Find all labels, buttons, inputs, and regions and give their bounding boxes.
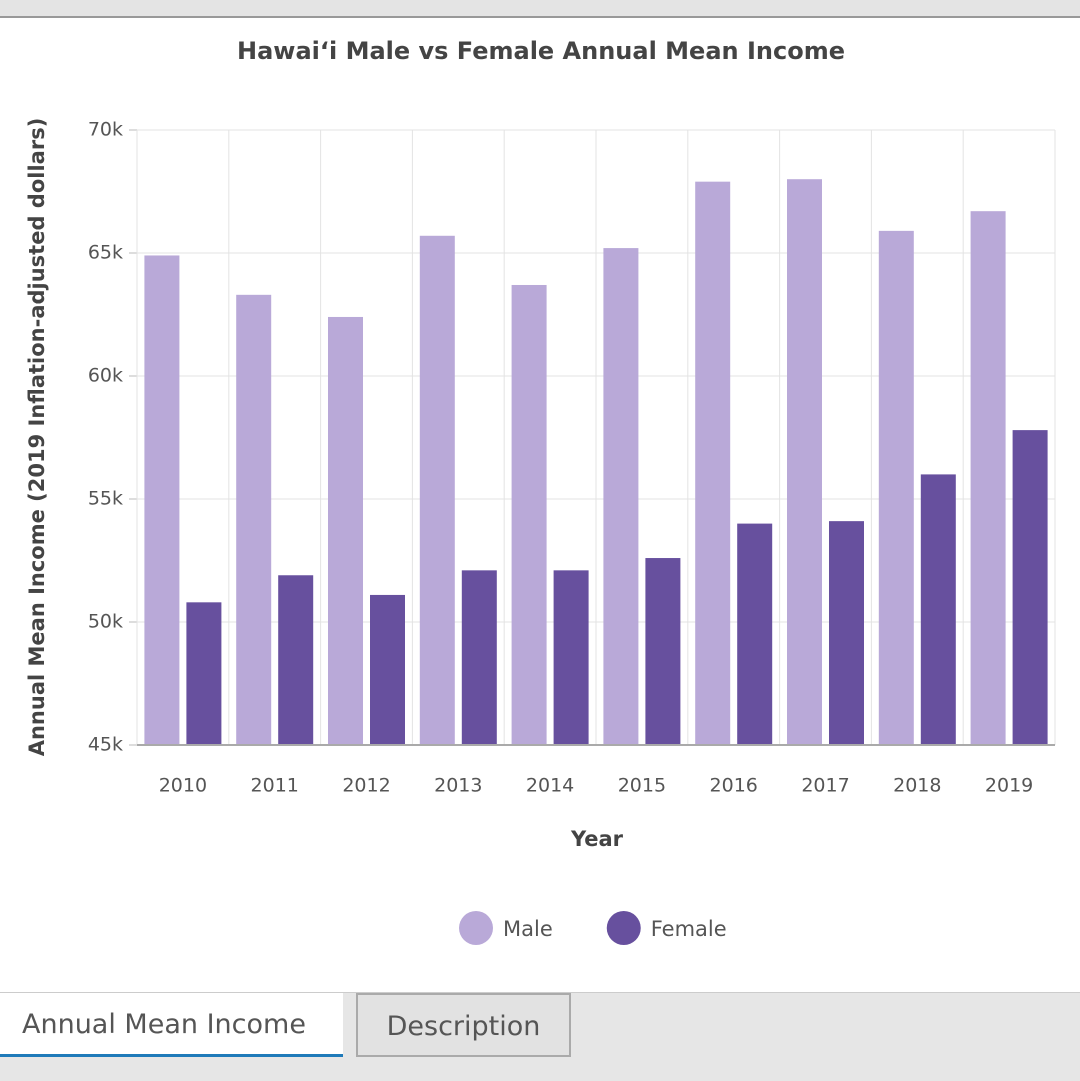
- x-tick-label: 2016: [710, 775, 758, 797]
- bar: [970, 211, 1006, 745]
- bar: [236, 294, 272, 745]
- bar: [603, 248, 639, 745]
- tab-bar: Annual Mean Income Description: [0, 992, 1080, 1081]
- bar: [144, 255, 180, 745]
- bar: [878, 230, 914, 746]
- x-tick-label: 2017: [801, 775, 849, 797]
- bar: [370, 594, 405, 745]
- legend-swatch: [459, 911, 493, 945]
- bar: [278, 575, 314, 745]
- bar: [461, 570, 497, 745]
- tab[interactable]: Description: [356, 993, 571, 1057]
- bar: [511, 284, 547, 745]
- bar: [787, 179, 822, 745]
- bar: [920, 474, 956, 745]
- x-tick-label: 2015: [618, 775, 666, 797]
- tab[interactable]: Annual Mean Income: [0, 993, 343, 1057]
- bar: [1012, 430, 1048, 745]
- bar: [553, 570, 589, 745]
- x-tick-label: 2018: [893, 775, 941, 797]
- y-tick-label: 65k: [88, 242, 123, 264]
- legend-label: Female: [651, 917, 727, 941]
- top-bar: [0, 0, 1080, 18]
- bar: [328, 316, 363, 745]
- x-tick-label: 2014: [526, 775, 574, 797]
- y-tick-label: 45k: [88, 734, 123, 756]
- chart-title: Hawaiʻi Male vs Female Annual Mean Incom…: [237, 37, 845, 65]
- legend-label: Male: [503, 917, 553, 941]
- x-tick-label: 2019: [985, 775, 1033, 797]
- y-axis-title: Annual Mean Income (2019 Inflation-adjus…: [25, 118, 49, 757]
- legend-swatch: [606, 911, 641, 945]
- bar: [419, 235, 455, 745]
- y-tick-label: 50k: [88, 611, 123, 633]
- bar: [695, 181, 731, 745]
- x-axis-title: Year: [570, 827, 624, 851]
- x-tick-label: 2012: [342, 775, 390, 797]
- chart: Hawaiʻi Male vs Female Annual Mean Incom…: [25, 37, 1056, 945]
- bar: [186, 602, 222, 745]
- y-tick-label: 70k: [88, 119, 123, 141]
- x-tick-label: 2011: [251, 775, 299, 797]
- y-tick-label: 55k: [88, 488, 123, 510]
- y-tick-label: 60k: [88, 365, 123, 387]
- bar: [737, 523, 773, 745]
- bar: [645, 558, 681, 745]
- x-tick-label: 2010: [159, 775, 207, 797]
- x-tick-label: 2013: [434, 775, 482, 797]
- bar: [829, 521, 864, 745]
